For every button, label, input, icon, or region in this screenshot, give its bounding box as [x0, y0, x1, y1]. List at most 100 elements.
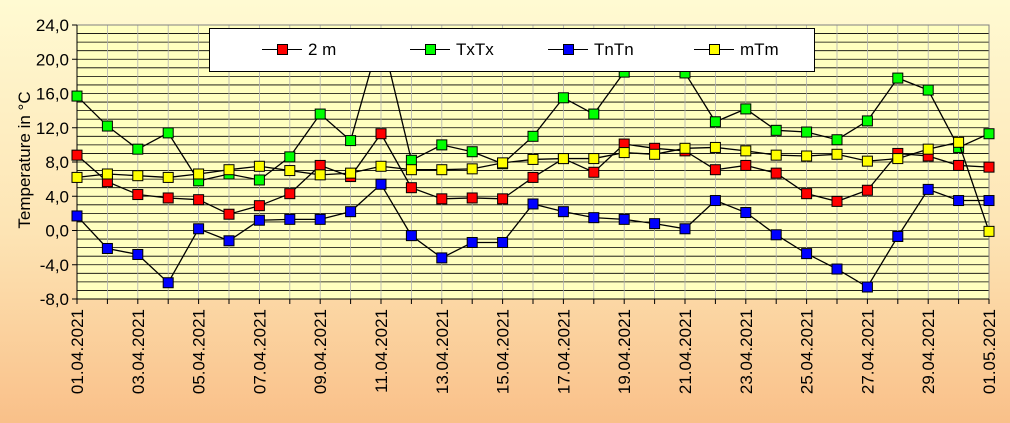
data-point [649, 148, 661, 160]
y-tick-label: -8,0 [40, 290, 69, 309]
data-point [466, 146, 478, 158]
data-point [162, 127, 174, 139]
data-point [831, 134, 843, 146]
data-point [740, 207, 752, 219]
data-point [436, 193, 448, 205]
data-point [284, 165, 296, 177]
data-point [709, 164, 721, 176]
data-point [922, 143, 934, 155]
data-point [831, 195, 843, 207]
data-point [405, 164, 417, 176]
data-point [588, 166, 600, 178]
data-point [223, 164, 235, 176]
data-point [405, 230, 417, 242]
data-point [861, 281, 873, 293]
series-2-m [71, 128, 995, 220]
data-point [527, 198, 539, 210]
data-point [132, 189, 144, 201]
y-tick-label: 8,0 [45, 153, 69, 172]
legend-item: TxTx [410, 29, 494, 71]
data-point [375, 128, 387, 140]
data-point [314, 108, 326, 120]
x-tick-label: 27.04.2021 [858, 309, 877, 394]
x-tick-label: 07.04.2021 [250, 309, 269, 394]
data-point [831, 263, 843, 275]
x-tick-label: 09.04.2021 [311, 309, 330, 394]
data-point [253, 174, 265, 186]
data-point [618, 147, 630, 159]
series-lines [71, 28, 995, 293]
data-point [922, 84, 934, 96]
data-point [162, 277, 174, 289]
x-tick-label: 25.04.2021 [798, 309, 817, 394]
data-point [892, 153, 904, 165]
data-point [861, 115, 873, 127]
data-point [770, 149, 782, 161]
series-mTm [71, 136, 995, 237]
data-point [740, 103, 752, 115]
data-point [557, 153, 569, 165]
data-point [740, 159, 752, 171]
data-point [101, 168, 113, 180]
data-point [983, 225, 995, 237]
legend-marker-icon [262, 29, 302, 71]
data-point [497, 236, 509, 248]
data-point [770, 124, 782, 136]
data-point [436, 164, 448, 176]
data-point [770, 167, 782, 179]
data-point [132, 143, 144, 155]
data-point [314, 169, 326, 181]
x-tick-label: 11.04.2021 [372, 309, 391, 393]
y-tick-label: 24,0 [36, 16, 69, 35]
data-point [193, 223, 205, 235]
data-point [527, 130, 539, 142]
data-point [284, 213, 296, 225]
data-point [588, 108, 600, 120]
series-TnTn [71, 178, 995, 293]
data-point [223, 208, 235, 220]
data-point [101, 242, 113, 254]
legend-label: TxTx [456, 40, 494, 59]
x-tick-label: 15.04.2021 [494, 309, 513, 394]
data-point [466, 236, 478, 248]
data-point [649, 218, 661, 230]
data-point [618, 213, 630, 225]
legend-label: mTm [740, 40, 779, 59]
data-point [132, 248, 144, 260]
legend-marker-icon [694, 29, 734, 71]
data-point [922, 183, 934, 195]
data-point [436, 252, 448, 264]
data-point [679, 223, 691, 235]
data-point [405, 154, 417, 166]
data-point [801, 248, 813, 260]
x-tick-label: 19.04.2021 [615, 309, 634, 394]
data-point [162, 171, 174, 183]
series-TxTx [71, 28, 995, 187]
data-point [892, 72, 904, 84]
data-point [770, 229, 782, 241]
data-point [466, 163, 478, 175]
data-point [588, 153, 600, 165]
legend-item: 2 m [262, 29, 336, 71]
y-tick-label: -4,0 [40, 256, 69, 275]
x-tick-label: 29.04.2021 [919, 309, 938, 394]
data-point [466, 192, 478, 204]
data-point [983, 128, 995, 140]
data-point [861, 184, 873, 196]
data-point [345, 206, 357, 218]
data-point [132, 170, 144, 182]
data-point [71, 171, 83, 183]
data-point [709, 116, 721, 128]
data-point [101, 120, 113, 132]
data-point [223, 235, 235, 247]
y-tick-label: 12,0 [36, 119, 69, 138]
data-point [527, 171, 539, 183]
y-tick-label: 4,0 [45, 187, 69, 206]
data-point [527, 153, 539, 165]
data-point [375, 178, 387, 190]
data-point [284, 151, 296, 163]
legend-label: 2 m [308, 40, 337, 59]
x-tick-labels: 01.04.2021 03.04.2021 05.04.2021 07.04.2021… [68, 299, 999, 394]
y-axis-label: Temperature in °C [15, 91, 34, 228]
data-point [405, 182, 417, 194]
